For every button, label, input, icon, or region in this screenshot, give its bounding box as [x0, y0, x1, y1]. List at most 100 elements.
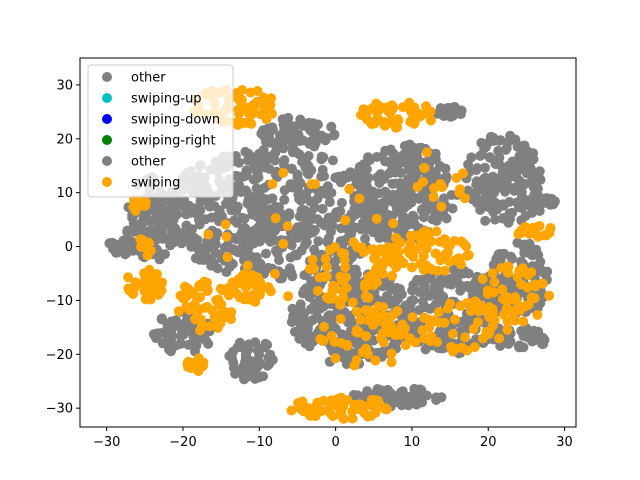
point: [406, 395, 417, 406]
x-tick-label: 0: [331, 435, 339, 450]
point: [242, 260, 253, 271]
point: [468, 324, 479, 334]
point: [207, 305, 218, 316]
point: [294, 194, 305, 204]
point: [532, 183, 543, 194]
point: [363, 152, 373, 163]
point: [252, 86, 263, 96]
point: [236, 187, 247, 198]
point: [414, 193, 425, 204]
point: [237, 242, 248, 253]
point: [360, 305, 371, 316]
point: [203, 338, 214, 349]
point: [279, 194, 290, 205]
point: [232, 201, 243, 212]
point: [378, 387, 389, 398]
point: [297, 205, 307, 215]
point: [520, 211, 531, 221]
point: [432, 265, 443, 276]
point: [363, 292, 374, 303]
point: [428, 192, 439, 203]
point: [455, 108, 466, 119]
point: [454, 184, 465, 195]
point: [295, 299, 306, 310]
point: [439, 265, 450, 276]
point: [229, 362, 239, 373]
point: [373, 100, 383, 111]
point: [164, 344, 174, 355]
legend-marker: [102, 135, 112, 145]
legend: other swiping-up swiping-down swiping-right…: [87, 64, 234, 198]
point: [407, 312, 418, 323]
point: [441, 248, 452, 259]
point: [421, 199, 432, 209]
point: [211, 319, 222, 330]
point: [435, 178, 446, 189]
legend-label: other: [131, 71, 166, 86]
point: [355, 314, 366, 325]
point: [537, 278, 548, 289]
point: [320, 188, 331, 199]
point: [212, 263, 223, 274]
point: [421, 147, 432, 158]
point: [122, 227, 133, 238]
y-tick-label: 0: [65, 240, 73, 255]
point: [419, 163, 430, 173]
point: [400, 199, 411, 210]
legend-box: [87, 64, 234, 198]
point: [265, 349, 276, 360]
point: [513, 341, 524, 352]
point: [198, 214, 209, 225]
point: [418, 264, 429, 275]
point: [402, 181, 413, 192]
point: [408, 280, 419, 290]
point: [469, 303, 480, 314]
point: [157, 277, 168, 288]
point: [306, 207, 316, 218]
point: [430, 299, 441, 310]
point: [386, 357, 397, 368]
point: [419, 283, 430, 294]
point: [328, 280, 338, 291]
point: [480, 215, 491, 226]
point: [248, 271, 259, 282]
point: [323, 293, 334, 304]
point: [408, 251, 419, 262]
y-tick-label: 10: [56, 186, 73, 201]
point: [396, 167, 406, 178]
point: [467, 281, 477, 292]
point: [375, 244, 386, 255]
point: [258, 371, 269, 382]
y-tick-label: −30: [46, 402, 73, 417]
point: [255, 277, 266, 288]
point: [257, 231, 268, 242]
point: [532, 231, 543, 242]
point: [354, 193, 365, 204]
point: [188, 335, 199, 346]
point: [337, 236, 347, 246]
y-tick-label: −10: [46, 294, 73, 309]
point: [319, 321, 329, 332]
point: [240, 223, 251, 234]
point: [408, 165, 419, 176]
point: [255, 285, 266, 296]
point: [122, 247, 133, 258]
point: [246, 234, 257, 244]
point: [502, 324, 513, 335]
point: [249, 162, 260, 173]
point: [440, 163, 451, 174]
point: [267, 108, 277, 119]
point: [261, 137, 271, 147]
point: [504, 196, 515, 207]
point: [368, 280, 379, 291]
point: [380, 195, 391, 206]
point: [222, 252, 233, 263]
point: [530, 279, 540, 290]
point: [224, 311, 235, 322]
point: [315, 217, 326, 228]
point: [339, 248, 350, 259]
point: [152, 207, 163, 218]
point: [544, 225, 555, 236]
point: [330, 353, 341, 364]
point: [292, 169, 303, 180]
